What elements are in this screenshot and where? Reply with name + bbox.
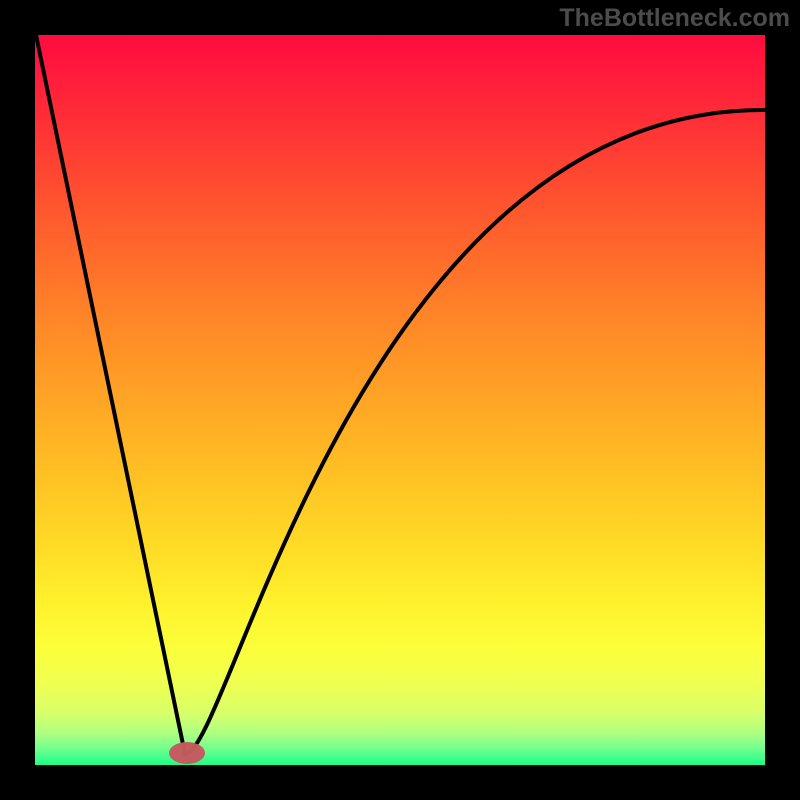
chart-svg — [0, 0, 800, 800]
watermark: TheBottleneck.com — [559, 4, 790, 33]
chart-container: TheBottleneck.com — [0, 0, 800, 800]
vertex-marker — [169, 742, 205, 764]
chart-plot-area — [35, 35, 765, 765]
